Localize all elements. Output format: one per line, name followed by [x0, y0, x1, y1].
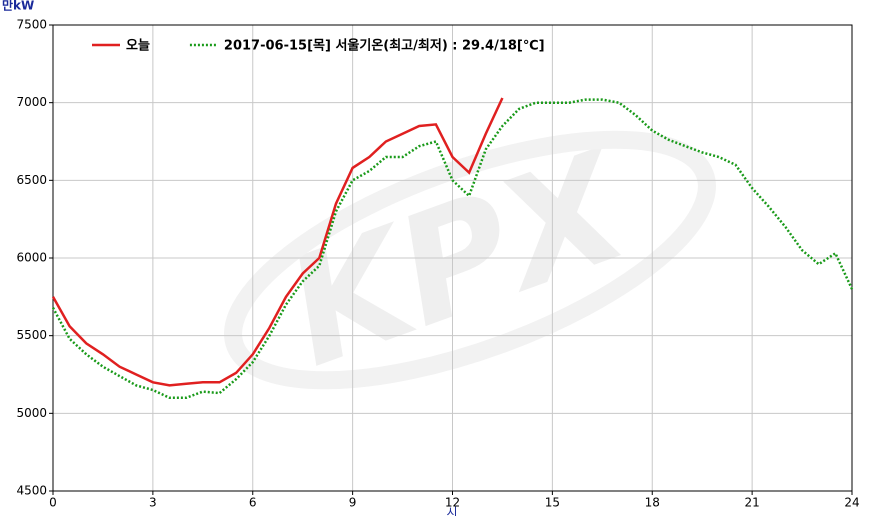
x-tick-label: 21 — [744, 496, 759, 510]
y-tick-label: 7500 — [16, 18, 47, 32]
legend-label: 오늘 — [126, 39, 150, 54]
x-tick-label: 24 — [844, 496, 859, 510]
x-tick-label: 9 — [349, 496, 357, 510]
series-line — [51, 98, 854, 400]
y-axis-label: 만kW — [2, 0, 34, 13]
y-tick-label: 5500 — [16, 328, 47, 342]
x-tick-label: 3 — [149, 496, 157, 510]
y-tick-label: 6500 — [16, 173, 47, 187]
y-tick-label: 7000 — [16, 95, 47, 109]
y-tick-label: 4500 — [16, 484, 47, 498]
x-tick-label: 18 — [645, 496, 660, 510]
x-tick-label: 0 — [49, 496, 57, 510]
series-line — [51, 97, 504, 387]
x-tick-label: 6 — [249, 496, 257, 510]
x-tick-label: 12 — [445, 496, 460, 510]
legend-label: 2017-06-15[목] 서울기온(최고/최저) : 29.4/18[℃] — [224, 38, 545, 54]
x-tick-label: 15 — [545, 496, 560, 510]
y-tick-label: 6000 — [16, 251, 47, 265]
watermark-swoosh — [224, 130, 716, 390]
x-axis-label: 시 — [446, 506, 457, 516]
plot-frame — [52, 24, 853, 492]
y-tick-label: 5000 — [16, 406, 47, 420]
